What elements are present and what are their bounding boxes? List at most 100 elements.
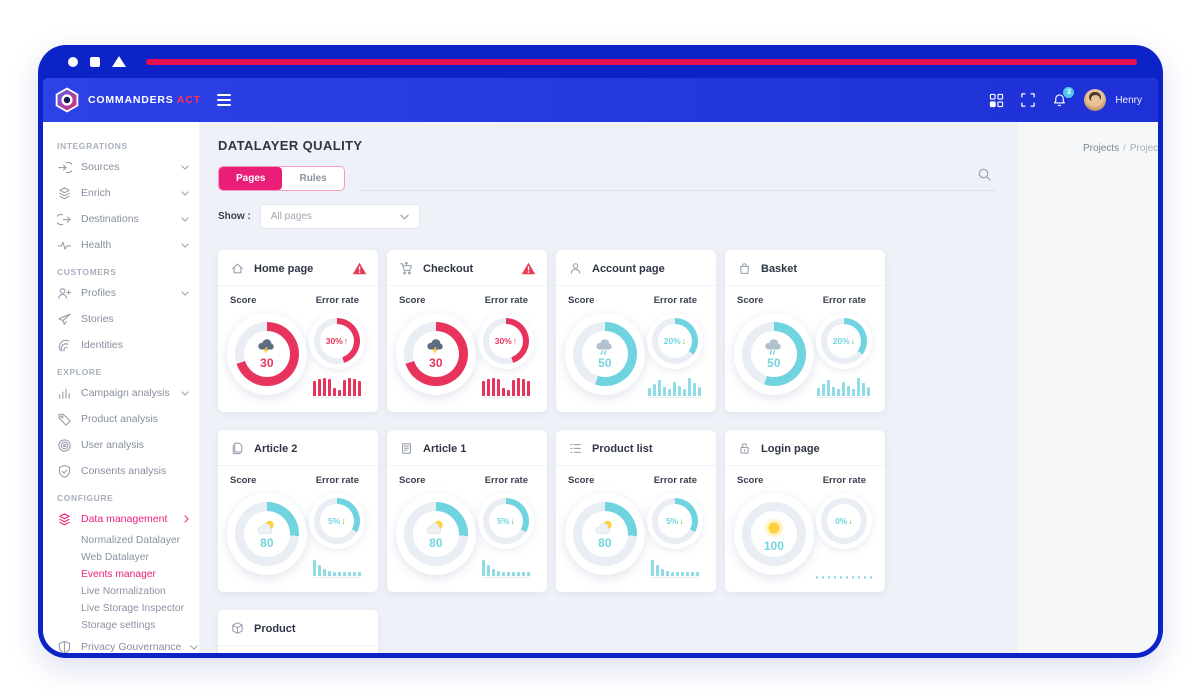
error-history-bars bbox=[312, 558, 361, 578]
chevron-right-icon bbox=[184, 515, 189, 523]
sidebar-item-consents-analysis[interactable]: Consents analysis bbox=[43, 458, 199, 484]
sidebar-item-label: Campaign analysis bbox=[81, 387, 170, 399]
error-rate-label: Error rate bbox=[315, 295, 359, 306]
breadcrumb-item: Projects bbox=[1129, 143, 1158, 154]
sidebar-section-title: CONFIGURE bbox=[57, 493, 114, 503]
commanders-act-logo-icon bbox=[55, 87, 79, 113]
home-icon bbox=[230, 261, 245, 276]
score-label: Score bbox=[399, 295, 426, 306]
address-bar-decoration bbox=[146, 58, 1137, 65]
score-value: 80 bbox=[260, 536, 274, 550]
sidebar-item-product-analysis[interactable]: Product analysis bbox=[43, 406, 199, 432]
error-rate-label: Error rate bbox=[653, 295, 697, 306]
card-title: Home page bbox=[254, 262, 314, 275]
sidebar-item-data-management[interactable]: Data management bbox=[43, 506, 199, 532]
card-title: Basket bbox=[761, 262, 798, 275]
error-history-bars bbox=[312, 378, 361, 398]
card-header: Article 2 bbox=[218, 430, 378, 465]
page-card-account-page[interactable]: Account page Score Error rate 50 20% ↓ bbox=[556, 250, 716, 412]
sidebar-item-enrich[interactable]: Enrich bbox=[43, 180, 199, 206]
error-rate-value: 30% bbox=[325, 336, 343, 346]
page-title: DATALAYER QUALITY bbox=[218, 138, 363, 153]
chevron-down-icon bbox=[181, 242, 189, 248]
page-card-article-1[interactable]: Article 1 Score Error rate 80 5% ↓ bbox=[387, 430, 547, 592]
browser-chrome bbox=[38, 45, 1163, 78]
sidebar-item-label: Health bbox=[81, 239, 112, 251]
card-body: Score Error rate 50 20% ↓ bbox=[556, 286, 716, 398]
search-icon[interactable] bbox=[977, 167, 992, 187]
weather-storm-icon bbox=[256, 339, 277, 356]
weather-storm-icon bbox=[425, 339, 446, 356]
warning-icon bbox=[521, 262, 536, 275]
stories-icon bbox=[57, 312, 72, 327]
page-card-checkout[interactable]: Checkout Score Error rate 30 30% ↑ bbox=[387, 250, 547, 412]
sidebar-item-identities[interactable]: Identities bbox=[43, 332, 199, 358]
sidebar-section-title: INTEGRATIONS bbox=[57, 141, 128, 151]
bag-icon bbox=[737, 261, 752, 276]
card-charts: 50 20% ↓ bbox=[565, 313, 705, 398]
sidebar-subitem-web-datalayer[interactable]: Web Datalayer bbox=[81, 552, 149, 563]
sidebar-item-privacy-gouvernance[interactable]: Privacy Gouvernance bbox=[43, 634, 199, 653]
apps-grid-icon[interactable] bbox=[989, 93, 1004, 108]
sources-icon bbox=[57, 160, 72, 175]
error-rate-label: Error rate bbox=[315, 475, 359, 486]
user-icon bbox=[568, 261, 583, 276]
error-rate-value: 5% bbox=[497, 516, 510, 526]
sidebar-subitem-storage-settings[interactable]: Storage settings bbox=[81, 620, 156, 631]
error-history-bars bbox=[817, 378, 871, 398]
score-gauge: 30 bbox=[227, 313, 307, 395]
card-body: Score Error rate 30 30% ↑ bbox=[387, 286, 547, 398]
fullscreen-icon[interactable] bbox=[1021, 93, 1036, 107]
score-gauge: 80 bbox=[396, 493, 476, 575]
sidebar-item-destinations[interactable]: Destinations bbox=[43, 206, 199, 232]
sidebar-subitem-events-manager[interactable]: Events manager bbox=[81, 569, 156, 580]
error-rate-gauge: 30% ↑ bbox=[477, 313, 534, 369]
sidebar-item-label: User analysis bbox=[81, 439, 145, 451]
brand-name: COMMANDERS ACT bbox=[88, 94, 201, 106]
chevron-down-icon bbox=[400, 214, 409, 220]
user-avatar[interactable] bbox=[1084, 89, 1107, 111]
card-title: Product bbox=[254, 622, 296, 635]
sidebar-subitem-normalized-datalayer[interactable]: Normalized Datalayer bbox=[81, 535, 181, 546]
score-label: Score bbox=[568, 475, 595, 486]
sidebar-subitem-live-storage-inspector[interactable]: Live Storage Inspector bbox=[81, 603, 185, 614]
tabs-row: Pages Rules bbox=[218, 166, 996, 191]
breadcrumb[interactable]: Projects/Projects bbox=[1026, 143, 1158, 154]
error-history-bars bbox=[648, 378, 702, 398]
layers-icon bbox=[57, 512, 72, 527]
sidebar-item-health[interactable]: Health bbox=[43, 232, 199, 258]
card-charts: 100 0% ↓ bbox=[734, 493, 874, 579]
sidebar-item-label: Product analysis bbox=[81, 413, 159, 425]
sidebar-item-user-analysis[interactable]: User analysis bbox=[43, 432, 199, 458]
menu-toggle-button[interactable] bbox=[216, 94, 231, 106]
sidebar-item-sources[interactable]: Sources bbox=[43, 154, 199, 180]
page-card-login-page[interactable]: Login page Score Error rate 100 0% ↓ bbox=[725, 430, 885, 592]
score-value: 80 bbox=[598, 536, 612, 550]
page-card-product-list[interactable]: Product list Score Error rate 80 5% ↓ bbox=[556, 430, 716, 592]
identities-icon bbox=[57, 338, 72, 353]
card-title: Checkout bbox=[423, 262, 474, 275]
error-rate-gauge: 5% ↓ bbox=[308, 493, 365, 549]
trend-down-icon: ↓ bbox=[341, 516, 346, 526]
sidebar-item-profiles[interactable]: Profiles bbox=[43, 280, 199, 306]
card-body: Score Error rate 80 5% ↓ bbox=[387, 466, 547, 578]
triangle-decoration-icon bbox=[112, 56, 126, 67]
brand[interactable]: COMMANDERS ACT bbox=[43, 87, 201, 113]
page-card-home-page[interactable]: Home page Score Error rate 30 30% ↑ bbox=[218, 250, 378, 412]
page-card-basket[interactable]: Basket Score Error rate 50 20% ↓ bbox=[725, 250, 885, 412]
sidebar-item-campaign-analysis[interactable]: Campaign analysis bbox=[43, 380, 199, 406]
score-gauge: 80 bbox=[227, 493, 307, 575]
page-card-article-2[interactable]: Article 2 Score Error rate 80 5% ↓ bbox=[218, 430, 378, 592]
pages-filter-select[interactable]: All pages bbox=[259, 204, 420, 229]
card-title: Article 1 bbox=[423, 442, 467, 455]
sidebar-subitem-live-normalization[interactable]: Live Normalization bbox=[81, 586, 166, 597]
enrich-icon bbox=[57, 186, 72, 201]
score-label: Score bbox=[399, 475, 426, 486]
sidebar-item-stories[interactable]: Stories bbox=[43, 306, 199, 332]
tab-pages[interactable]: Pages bbox=[219, 167, 283, 190]
notifications-bell-icon[interactable]: 3 bbox=[1052, 86, 1075, 108]
destinations-icon bbox=[57, 212, 72, 227]
user-name: Henry bbox=[1115, 94, 1142, 106]
tab-rules[interactable]: Rules bbox=[299, 173, 327, 184]
